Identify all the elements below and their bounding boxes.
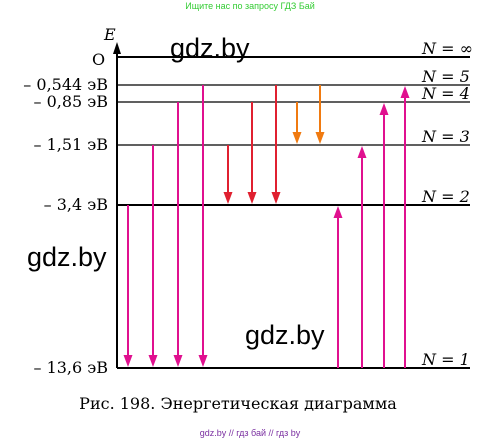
level-energy-label: – 1,51 эВ [33,135,108,154]
transition-arrow-n5-n2 [271,85,281,204]
watermark: gdz.by [170,33,250,63]
level-n-label: N = 3 [421,127,470,146]
transition-arrow-n2-n1 [123,205,133,367]
energy-levels: N = ∞ N = 5 – 0,544 эВ N = 4 – 0,85 эВ N = 3 –… [23,39,473,377]
transition-arrow-n5-n3 [315,85,325,144]
transition-arrow-n3-n1 [148,145,158,367]
level-energy-label: – 13,6 эВ [33,358,108,377]
top-note: Ищите нас по запросу ГДЗ Бай [185,1,315,11]
transition-arrow-n1-n2 [333,206,343,368]
transition-arrow-n4-n3 [292,102,302,144]
transition-arrow-n3-n2 [223,145,233,204]
level-n-label: N = 2 [421,187,470,206]
level-energy-label: – 0,85 эВ [33,92,108,111]
transition-arrow-n1-n4 [379,103,389,368]
level-energy-label: – 0,544 эВ [23,75,108,94]
level-n-label: N = 1 [421,350,470,369]
watermark: gdz.by [27,242,107,272]
transition-arrow-n4-n1 [173,102,183,367]
level-n-label: N = 5 [421,67,470,86]
level-energy-label: – 3,4 эВ [44,195,108,214]
level-n-label: N = 4 [421,84,470,103]
transition-arrow-n1-n5 [400,86,410,368]
axis-origin-label: O [92,50,105,69]
axis-label: E [103,25,116,44]
axis-arrowhead [113,42,121,54]
level-n-label: N = ∞ [421,39,473,58]
transitions [123,85,410,368]
figure-caption: Рис. 198. Энергетическая диаграмма [79,394,397,413]
bottom-note: gdz.by // гдз бай // гдз by [199,428,301,438]
watermark: gdz.by [245,320,325,350]
transition-arrow-n4-n2 [247,102,257,204]
transition-arrow-n1-n3 [357,146,367,368]
transition-arrow-n5-n1 [198,85,208,367]
